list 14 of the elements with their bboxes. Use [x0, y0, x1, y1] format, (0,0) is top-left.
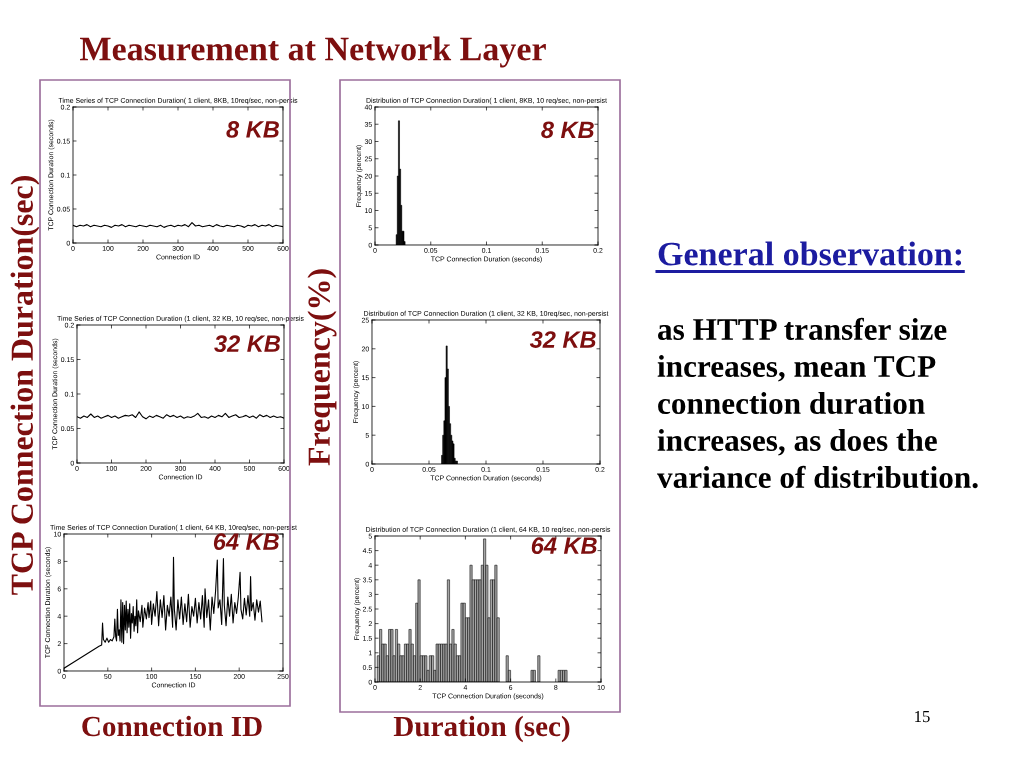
text: TCP Connection Duration(sec) [10, 176, 40, 595]
annotation: 64 KB [531, 537, 597, 555]
text: Duration (sec) [393, 715, 570, 743]
text: Connection ID [82, 715, 262, 737]
text: Frequency(%) [307, 269, 337, 466]
annotation: 8 KB [541, 121, 594, 139]
text: General observation: [658, 241, 962, 266]
annotation: 64 KB [213, 533, 279, 550]
text: 15 [915, 711, 930, 723]
annotation: 32 KB [529, 331, 596, 348]
text: as HTTP transfer size increases, mean TCP connection duration increases, as does the variance of distribution. [657, 317, 978, 489]
annotation: 8 KB [226, 121, 279, 138]
text: Measurement at Network Layer [80, 36, 546, 68]
annotation: 32 KB [214, 335, 281, 353]
